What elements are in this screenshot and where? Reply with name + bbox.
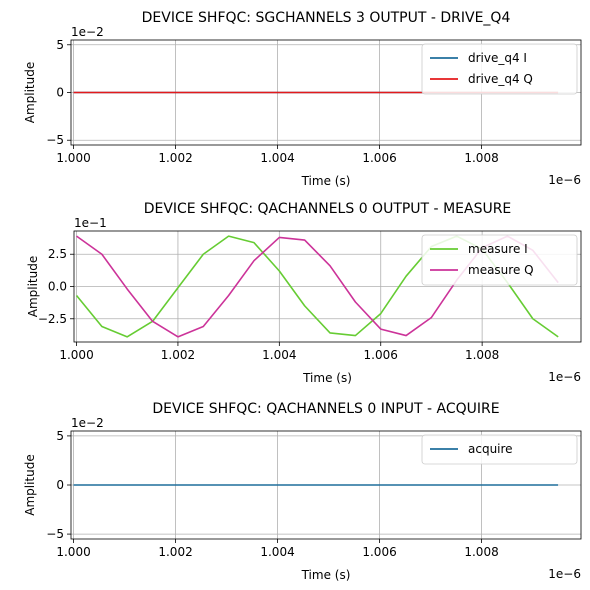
y-tick-label: −5 [46,527,64,541]
y-axis-label: Amplitude [26,256,40,318]
y-tick-label: −2.5 [38,312,67,326]
chart-title: DEVICE SHFQC: SGCHANNELS 3 OUTPUT - DRIV… [142,10,511,26]
y-offset-label: 1e−2 [71,25,104,39]
y-tick-label: 0 [56,86,64,100]
chart-title: DEVICE SHFQC: QACHANNELS 0 INPUT - ACQUI… [152,401,499,417]
x-offset-label: 1e−6 [548,567,581,581]
y-offset-label: 1e−2 [71,416,104,430]
legend-label: drive_q4 I [468,51,527,65]
chart-title: DEVICE SHFQC: QACHANNELS 0 OUTPUT - MEAS… [144,201,512,217]
x-tick-label: 1.006 [362,545,396,559]
legend-label: drive_q4 Q [468,72,533,86]
legend-box [421,434,578,465]
x-tick-label: 1.000 [56,151,90,165]
x-tick-label: 1.002 [161,348,195,362]
x-tick-label: 1.002 [158,545,192,559]
y-axis-label: Amplitude [23,62,37,124]
legend-box [421,234,578,286]
y-tick-label: 5 [56,38,64,52]
x-axis-label: Time (s) [301,174,351,188]
x-tick-label: 1.002 [158,151,192,165]
x-tick-label: 1.006 [362,151,396,165]
x-axis-label: Time (s) [302,371,352,385]
x-tick-label: 1.004 [260,151,294,165]
x-tick-label: 1.008 [465,348,499,362]
y-axis-label: Amplitude [23,454,37,516]
x-tick-label: 1.000 [56,545,90,559]
x-axis-label: Time (s) [301,568,351,582]
legend-label: measure Q [468,263,534,277]
x-tick-label: 1.008 [464,545,498,559]
legend-label: acquire [468,442,513,456]
y-offset-label: 1e−1 [74,216,107,230]
x-tick-label: 1.006 [364,348,398,362]
y-tick-label: 2.5 [48,247,67,261]
x-tick-label: 1.004 [262,348,296,362]
x-tick-label: 1.008 [464,151,498,165]
x-tick-label: 1.000 [59,348,93,362]
y-tick-label: 0 [56,478,64,492]
x-tick-label: 1.004 [260,545,294,559]
y-tick-label: −5 [46,133,64,147]
y-tick-label: 0.0 [48,280,67,294]
legend-label: measure I [468,242,528,256]
legend-box [421,43,578,95]
x-offset-label: 1e−6 [548,173,581,187]
y-tick-label: 5 [56,429,64,443]
x-offset-label: 1e−6 [548,370,581,384]
